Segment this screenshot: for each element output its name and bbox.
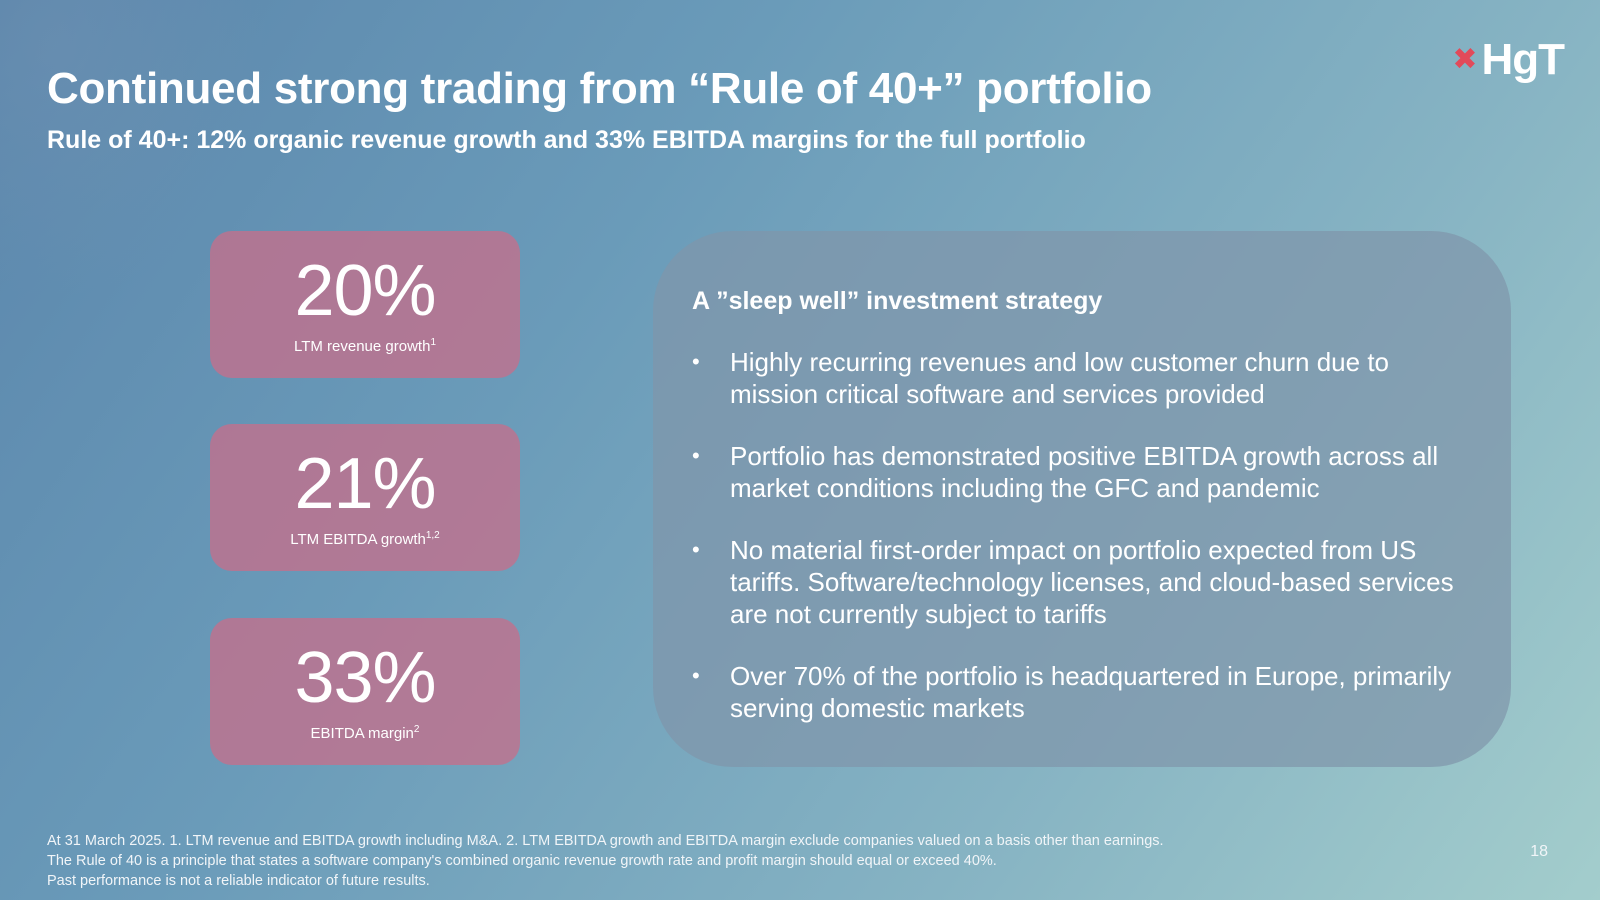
footnote-line: The Rule of 40 is a principle that state… bbox=[47, 853, 997, 869]
metric-value: 33% bbox=[294, 637, 436, 718]
logo-x-icon: ✖ bbox=[1452, 43, 1478, 76]
footnote-ref: 2 bbox=[413, 723, 420, 735]
list-item: • Portfolio has demonstrated positive EB… bbox=[692, 440, 1482, 504]
list-item: • Over 70% of the portfolio is headquart… bbox=[692, 660, 1482, 724]
bullet-text: Highly recurring revenues and low custom… bbox=[730, 347, 1390, 409]
footnote-line: At 31 March 2025. 1. LTM revenue and EBI… bbox=[47, 833, 1164, 849]
slide-subtitle: Rule of 40+: 12% organic revenue growth … bbox=[47, 126, 1086, 154]
metric-label: EBITDA margin2 bbox=[310, 723, 420, 742]
footnote-ref: 1 bbox=[430, 336, 436, 348]
bullet-icon: • bbox=[692, 443, 700, 468]
slide-title: Continued strong trading from “Rule of 4… bbox=[47, 64, 1152, 113]
metric-value: 20% bbox=[294, 250, 436, 331]
footnote-line: Past performance is not a reliable indic… bbox=[47, 873, 430, 889]
bullet-text: Over 70% of the portfolio is headquarter… bbox=[730, 661, 1452, 723]
bullet-icon: • bbox=[692, 349, 700, 374]
bullet-icon: • bbox=[692, 537, 700, 562]
page-number: 18 bbox=[1530, 843, 1548, 860]
footnote-ref: 1,2 bbox=[425, 529, 440, 541]
metric-card-ebitda-growth: 21% LTM EBITDA growth1,2 bbox=[210, 424, 520, 571]
metric-card-revenue-growth: 20% LTM revenue growth1 bbox=[210, 231, 520, 378]
metric-label: LTM EBITDA growth1,2 bbox=[290, 529, 440, 548]
hgt-logo: ✖ HgT bbox=[1452, 35, 1565, 84]
panel-heading: A ”sleep well” investment strategy bbox=[692, 287, 1103, 315]
list-item: • Highly recurring revenues and low cust… bbox=[692, 346, 1482, 410]
footnotes: At 31 March 2025. 1. LTM revenue and EBI… bbox=[47, 831, 1164, 891]
bullet-text: Portfolio has demonstrated positive EBIT… bbox=[730, 441, 1439, 503]
strategy-panel: A ”sleep well” investment strategy • Hig… bbox=[653, 231, 1511, 767]
logo-text: HgT bbox=[1481, 35, 1565, 84]
bullet-list: • Highly recurring revenues and low cust… bbox=[692, 346, 1482, 754]
metric-label: LTM revenue growth1 bbox=[293, 336, 436, 355]
bullet-icon: • bbox=[692, 663, 700, 688]
metric-value: 21% bbox=[294, 443, 436, 524]
metric-card-ebitda-margin: 33% EBITDA margin2 bbox=[210, 618, 520, 765]
list-item: • No material first-order impact on port… bbox=[692, 534, 1482, 630]
bullet-text: No material first-order impact on portfo… bbox=[730, 535, 1454, 629]
